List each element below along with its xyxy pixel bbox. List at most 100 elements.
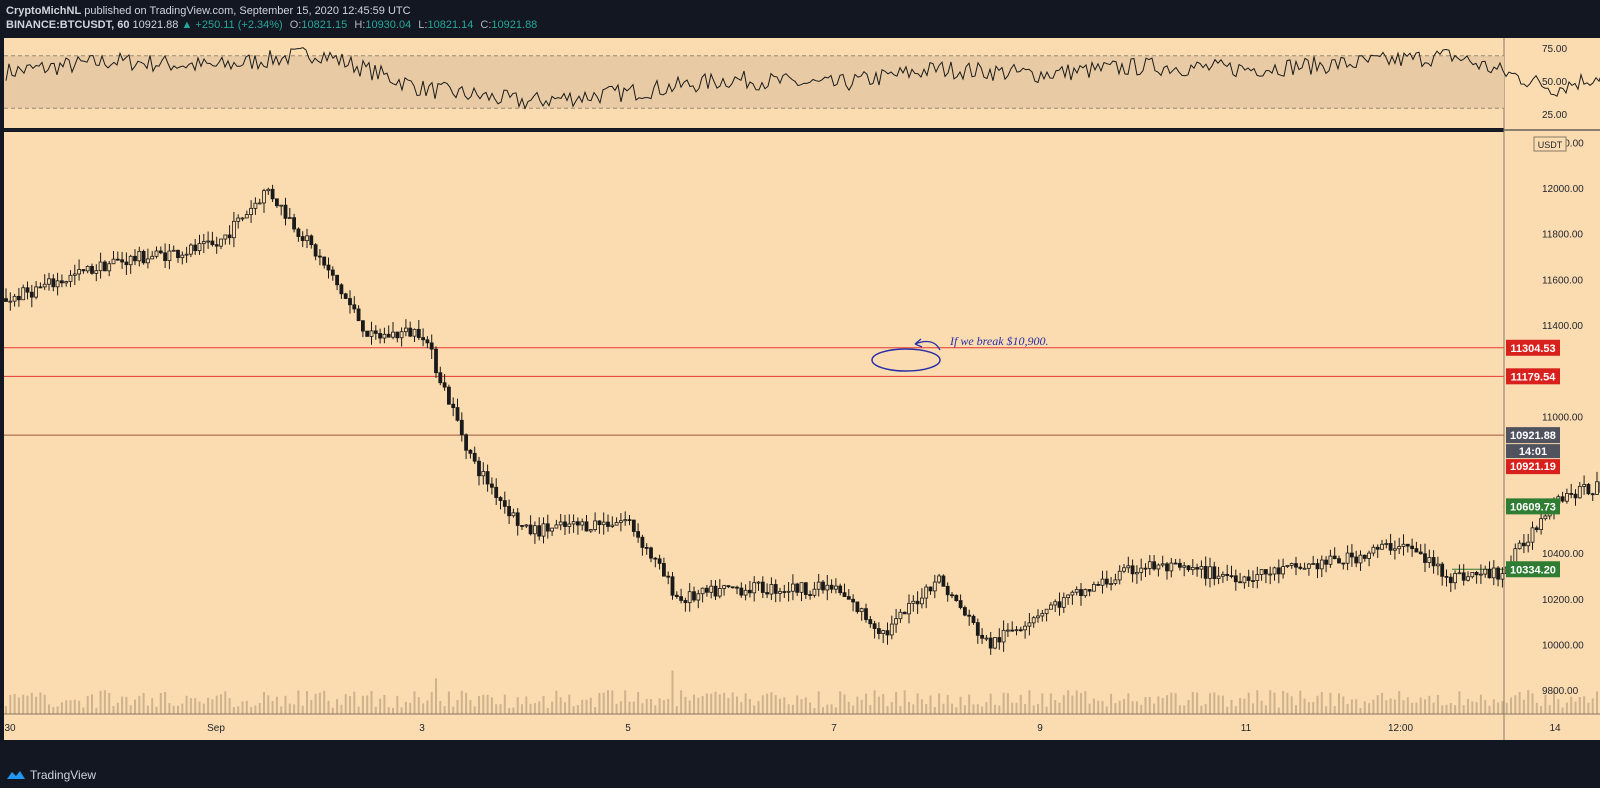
volume-bar xyxy=(624,690,627,714)
volume-bar xyxy=(1411,702,1414,714)
volume-bar xyxy=(1471,701,1474,714)
volume-bar xyxy=(198,701,201,714)
volume-bar xyxy=(568,694,571,714)
time-axis[interactable] xyxy=(4,714,1600,740)
candle-body xyxy=(713,585,718,597)
volume-bar xyxy=(740,702,743,714)
volume-bar xyxy=(680,690,683,714)
volume-bar xyxy=(650,699,652,714)
candle-body xyxy=(47,278,51,285)
volume-bar xyxy=(521,704,523,714)
volume-bar xyxy=(559,697,562,714)
volume-bar xyxy=(1170,692,1173,714)
publisher-name[interactable]: CryptoMichNL xyxy=(6,5,82,17)
volume-bar xyxy=(697,697,700,714)
candle-body xyxy=(670,576,675,596)
low-value: 10821.14 xyxy=(427,19,474,31)
volume-bar xyxy=(310,699,313,714)
volume-bar xyxy=(1148,696,1151,714)
candle-body xyxy=(425,339,430,344)
candle-body xyxy=(545,523,550,532)
countdown-tag-text: 14:01 xyxy=(1519,446,1547,458)
time-tick-label: 3 xyxy=(419,723,425,734)
candle-body xyxy=(975,622,980,636)
volume-bar xyxy=(1062,695,1065,714)
volume-bar xyxy=(1178,705,1181,714)
candle-body xyxy=(356,308,361,322)
volume-bar xyxy=(1441,705,1444,714)
candle-body xyxy=(1569,493,1574,495)
volume-bar xyxy=(56,706,59,714)
candle-body xyxy=(1268,573,1273,576)
high-label: H: xyxy=(354,19,366,31)
volume-bar xyxy=(469,699,472,714)
candle-body xyxy=(722,585,726,589)
candle-body xyxy=(834,585,838,590)
candle-body xyxy=(1573,493,1578,499)
volume-bar xyxy=(684,696,687,714)
symbol-label[interactable]: BINANCE:BTCUSDT, 60 xyxy=(6,19,130,31)
price-pane[interactable] xyxy=(4,132,1504,714)
time-tick-label: 30 xyxy=(4,723,16,734)
volume-bar xyxy=(1028,690,1031,714)
candle-body xyxy=(984,637,989,640)
volume-bar xyxy=(1316,695,1319,714)
candle-body xyxy=(1027,622,1032,627)
volume-bar xyxy=(1058,702,1061,714)
volume-bar xyxy=(370,690,373,714)
volume-bar xyxy=(275,696,278,714)
candle-body xyxy=(236,217,241,222)
candle-body xyxy=(967,614,972,617)
volume-bar xyxy=(886,706,889,714)
candle-body xyxy=(365,330,370,337)
volume-bar xyxy=(508,707,511,714)
volume-bar xyxy=(753,705,756,714)
candle-body xyxy=(416,328,421,338)
volume-bar xyxy=(125,696,128,714)
candle-body xyxy=(1285,565,1290,567)
level-tag-text: 11179.54 xyxy=(1511,371,1557,383)
volume-bar xyxy=(1454,705,1457,714)
candle-body xyxy=(1272,567,1277,575)
candle-body xyxy=(51,278,56,288)
level-tag-text: 11304.53 xyxy=(1510,343,1555,355)
annotation-text[interactable]: If we break $10,900. xyxy=(949,334,1049,348)
candle-body xyxy=(8,300,13,303)
candle-body xyxy=(1049,604,1053,610)
volume-bar xyxy=(1479,694,1482,714)
publish-info: published on TradingView.com, September … xyxy=(84,5,411,17)
candle-body xyxy=(1539,518,1543,531)
volume-bar xyxy=(658,698,661,714)
candle-body xyxy=(838,585,843,594)
volume-bar xyxy=(774,695,777,714)
volume-bar xyxy=(611,690,614,714)
candle-body xyxy=(193,244,198,252)
volume-bar xyxy=(1338,693,1340,714)
candle-body xyxy=(1139,567,1144,573)
candle-body xyxy=(537,525,542,537)
volume-bar xyxy=(714,691,717,714)
annotation-circle[interactable] xyxy=(871,348,941,372)
candle-body xyxy=(1165,563,1169,572)
volume-bar xyxy=(787,704,790,714)
volume-bar xyxy=(340,704,343,714)
annotation-arrow[interactable] xyxy=(914,338,941,351)
candle-body xyxy=(769,584,774,595)
candle-body xyxy=(666,575,671,578)
volume-bar xyxy=(1166,695,1168,714)
volume-bar xyxy=(26,695,29,714)
volume-bar xyxy=(456,699,459,714)
volume-bar xyxy=(267,695,270,714)
volume-bar xyxy=(52,707,55,714)
volume-bar xyxy=(1282,690,1285,714)
volume-bar xyxy=(396,695,399,714)
volume-bar xyxy=(1497,702,1500,714)
time-tick-label: 12:00 xyxy=(1388,723,1413,734)
candle-body xyxy=(1109,583,1113,585)
price-tick-label: 11600.00 xyxy=(1542,275,1583,286)
volume-bar xyxy=(1067,690,1070,714)
tradingview-logo[interactable]: TradingView xyxy=(6,768,96,782)
volume-bar xyxy=(116,702,119,714)
price-tick-label: 11800.00 xyxy=(1542,230,1583,241)
